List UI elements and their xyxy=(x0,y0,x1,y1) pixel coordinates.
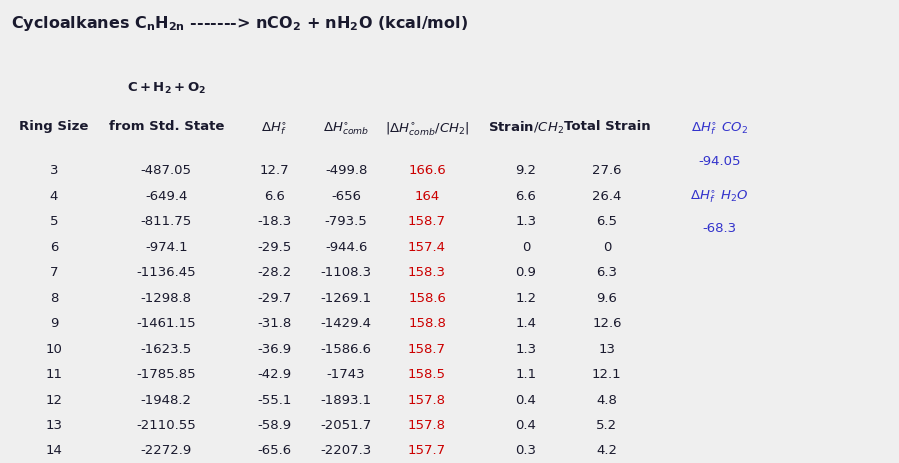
Text: 6.3: 6.3 xyxy=(596,266,618,279)
Text: 157.8: 157.8 xyxy=(408,394,446,407)
Text: 0.9: 0.9 xyxy=(515,266,537,279)
Text: 1.3: 1.3 xyxy=(515,343,537,356)
Text: -1298.8: -1298.8 xyxy=(141,292,191,305)
Text: 6.5: 6.5 xyxy=(596,215,618,228)
Text: 14: 14 xyxy=(46,444,62,457)
Text: -499.8: -499.8 xyxy=(325,164,368,177)
Text: 26.4: 26.4 xyxy=(592,190,621,203)
Text: -487.05: -487.05 xyxy=(141,164,191,177)
Text: -1586.6: -1586.6 xyxy=(321,343,371,356)
Text: 1.2: 1.2 xyxy=(515,292,537,305)
Text: 158.5: 158.5 xyxy=(408,368,446,381)
Text: 9.6: 9.6 xyxy=(596,292,618,305)
Text: -811.75: -811.75 xyxy=(140,215,192,228)
Text: $\Delta H_{comb}^{\circ}$: $\Delta H_{comb}^{\circ}$ xyxy=(323,120,369,137)
Text: 158.6: 158.6 xyxy=(408,292,446,305)
Text: $\mathbf{C + H_2 + O_2}$: $\mathbf{C + H_2 + O_2}$ xyxy=(127,81,206,96)
Text: 1.3: 1.3 xyxy=(515,215,537,228)
Text: -65.6: -65.6 xyxy=(257,444,291,457)
Text: -58.9: -58.9 xyxy=(257,419,291,432)
Text: 13: 13 xyxy=(46,419,62,432)
Text: 4.8: 4.8 xyxy=(596,394,618,407)
Text: $\Delta H_f^{\circ}\ CO_2$: $\Delta H_f^{\circ}\ CO_2$ xyxy=(690,120,748,137)
Text: $|\Delta H_{comb}^{\circ}/CH_2|$: $|\Delta H_{comb}^{\circ}/CH_2|$ xyxy=(385,120,469,138)
Text: 27.6: 27.6 xyxy=(592,164,621,177)
Text: Strain$/CH_2$: Strain$/CH_2$ xyxy=(488,120,564,137)
Text: -1108.3: -1108.3 xyxy=(321,266,371,279)
Text: 5.2: 5.2 xyxy=(596,419,618,432)
Text: Ring Size: Ring Size xyxy=(19,120,89,133)
Text: -649.4: -649.4 xyxy=(145,190,188,203)
Text: $\Delta H_f^{\circ}\ H_2O$: $\Delta H_f^{\circ}\ H_2O$ xyxy=(690,188,749,205)
Text: 4: 4 xyxy=(49,190,58,203)
Text: 9.2: 9.2 xyxy=(515,164,537,177)
Text: -2110.55: -2110.55 xyxy=(137,419,196,432)
Text: -29.5: -29.5 xyxy=(257,241,291,254)
Text: -29.7: -29.7 xyxy=(257,292,291,305)
Text: 1.1: 1.1 xyxy=(515,368,537,381)
Text: 13: 13 xyxy=(599,343,615,356)
Text: 9: 9 xyxy=(49,317,58,330)
Text: 164: 164 xyxy=(414,190,440,203)
Text: -1785.85: -1785.85 xyxy=(137,368,196,381)
Text: -1893.1: -1893.1 xyxy=(321,394,371,407)
Text: -18.3: -18.3 xyxy=(257,215,291,228)
Text: 12: 12 xyxy=(46,394,62,407)
Text: 0.4: 0.4 xyxy=(515,394,537,407)
Text: 0.3: 0.3 xyxy=(515,444,537,457)
Text: 157.8: 157.8 xyxy=(408,419,446,432)
Text: 7: 7 xyxy=(49,266,58,279)
Text: 10: 10 xyxy=(46,343,62,356)
Text: 158.8: 158.8 xyxy=(408,317,446,330)
Text: -1948.2: -1948.2 xyxy=(141,394,191,407)
Text: -42.9: -42.9 xyxy=(257,368,291,381)
Text: 4.2: 4.2 xyxy=(596,444,618,457)
Text: -1743: -1743 xyxy=(327,368,365,381)
Text: -944.6: -944.6 xyxy=(325,241,368,254)
Text: 8: 8 xyxy=(49,292,58,305)
Text: -1136.45: -1136.45 xyxy=(137,266,196,279)
Text: 0.4: 0.4 xyxy=(515,419,537,432)
Text: -68.3: -68.3 xyxy=(702,222,736,235)
Text: 1.4: 1.4 xyxy=(515,317,537,330)
Text: -1623.5: -1623.5 xyxy=(140,343,192,356)
Text: -793.5: -793.5 xyxy=(325,215,368,228)
Text: 158.7: 158.7 xyxy=(408,215,446,228)
Text: 3: 3 xyxy=(49,164,58,177)
Text: -94.05: -94.05 xyxy=(698,155,741,168)
Text: -1269.1: -1269.1 xyxy=(321,292,371,305)
Text: 158.3: 158.3 xyxy=(408,266,446,279)
Text: $\Delta H_f^{\circ}$: $\Delta H_f^{\circ}$ xyxy=(261,120,288,137)
Text: 12.7: 12.7 xyxy=(260,164,289,177)
Text: -974.1: -974.1 xyxy=(145,241,188,254)
Text: Total Strain: Total Strain xyxy=(564,120,650,133)
Text: -1461.15: -1461.15 xyxy=(137,317,196,330)
Text: -31.8: -31.8 xyxy=(257,317,291,330)
Text: -2272.9: -2272.9 xyxy=(140,444,192,457)
Text: -2051.7: -2051.7 xyxy=(320,419,372,432)
Text: 166.6: 166.6 xyxy=(408,164,446,177)
Text: -2207.3: -2207.3 xyxy=(320,444,372,457)
Text: 0: 0 xyxy=(521,241,530,254)
Text: 11: 11 xyxy=(46,368,62,381)
Text: -28.2: -28.2 xyxy=(257,266,291,279)
Text: Cycloalkanes $\mathbf{C_nH_{2n}}$ -------> $\mathbf{nCO_2}$ + $\mathbf{nH_2O}$ (: Cycloalkanes $\mathbf{C_nH_{2n}}$ ------… xyxy=(11,14,467,33)
Text: 12.6: 12.6 xyxy=(592,317,621,330)
Text: -656: -656 xyxy=(331,190,361,203)
Text: 158.7: 158.7 xyxy=(408,343,446,356)
Text: -36.9: -36.9 xyxy=(257,343,291,356)
Text: 157.7: 157.7 xyxy=(408,444,446,457)
Text: 157.4: 157.4 xyxy=(408,241,446,254)
Text: 6.6: 6.6 xyxy=(263,190,285,203)
Text: 6: 6 xyxy=(49,241,58,254)
Text: -1429.4: -1429.4 xyxy=(321,317,371,330)
Text: 6.6: 6.6 xyxy=(515,190,537,203)
Text: 0: 0 xyxy=(602,241,611,254)
Text: from Std. State: from Std. State xyxy=(109,120,224,133)
Text: -55.1: -55.1 xyxy=(257,394,291,407)
Text: 5: 5 xyxy=(49,215,58,228)
Text: 12.1: 12.1 xyxy=(592,368,621,381)
